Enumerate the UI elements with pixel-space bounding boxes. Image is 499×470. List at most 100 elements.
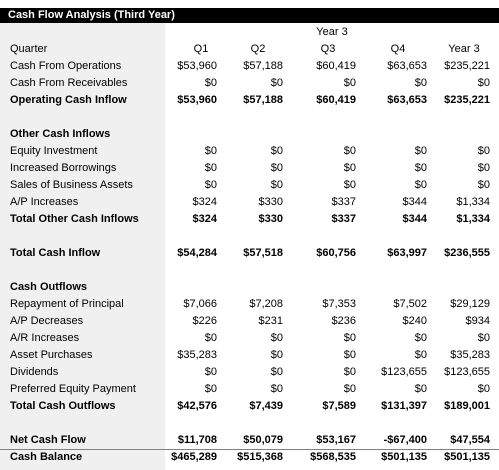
cell: $63,653	[387, 94, 427, 106]
cell: $0	[204, 332, 217, 344]
cell: $1,334	[456, 196, 490, 208]
table-row: A/P Decreases $226 $231 $236 $240 $934	[0, 313, 499, 330]
row-label: Increased Borrowings	[10, 162, 117, 174]
cell: $0	[270, 383, 283, 395]
cell: $7,208	[249, 298, 283, 310]
cell: $189,001	[444, 400, 490, 412]
cell: $0	[343, 332, 356, 344]
cell: $60,756	[316, 247, 356, 259]
row-label: Cash From Operations	[10, 60, 122, 72]
row-label: Repayment of Principal	[10, 298, 124, 310]
cell: $0	[477, 77, 490, 89]
row-label: Equity Investment	[10, 145, 98, 157]
cell: $63,997	[387, 247, 427, 259]
cell: $60,419	[316, 94, 356, 106]
cell: $57,188	[243, 94, 283, 106]
table-row: Total Cash Outflows $42,576 $7,439 $7,589 $1…	[0, 398, 499, 415]
cell: $0	[270, 162, 283, 174]
row-label: Cash Balance	[10, 451, 83, 463]
cell: $57,518	[243, 247, 283, 259]
cell: $0	[270, 145, 283, 157]
cell: $501,135	[444, 451, 490, 463]
table-row: Operating Cash Inflow $53,960 $57,188 $60,4…	[0, 92, 499, 109]
cell: $0	[477, 383, 490, 395]
row-label: Asset Purchases	[10, 349, 93, 361]
cell: $330	[258, 213, 283, 225]
cell: $0	[414, 332, 427, 344]
cell: $63,653	[387, 60, 427, 72]
separator-line	[0, 449, 499, 450]
table-row: Asset Purchases $35,283 $0 $0 $0 $35,283	[0, 347, 499, 364]
quarter-header-q3: Q3	[320, 43, 336, 55]
row-label: A/P Decreases	[10, 315, 84, 327]
cell: $123,655	[444, 366, 490, 378]
cell: $0	[414, 77, 427, 89]
table-row: Preferred Equity Payment $0 $0 $0 $0 $0	[0, 381, 499, 398]
cell: $231	[258, 315, 283, 327]
cell: $7,066	[183, 298, 217, 310]
cell: -$67,400	[383, 434, 427, 446]
cell: $50,079	[243, 434, 283, 446]
table-row: A/R Increases $0 $0 $0 $0 $0	[0, 330, 499, 347]
cell: $0	[414, 349, 427, 361]
table-row: Cash From Operations $53,960 $57,188 $60,41…	[0, 58, 499, 75]
cell: $0	[477, 162, 490, 174]
cell: $0	[270, 179, 283, 191]
cell: $515,368	[237, 451, 283, 463]
cell: $0	[343, 179, 356, 191]
cell: $235,221	[444, 94, 490, 106]
cell: $465,289	[171, 451, 217, 463]
cell: $344	[402, 213, 427, 225]
cell: $0	[204, 383, 217, 395]
cell: $0	[343, 349, 356, 361]
cell: $35,283	[177, 349, 217, 361]
table-row: Dividends $0 $0 $0 $123,655 $123,655	[0, 364, 499, 381]
cell: $0	[343, 77, 356, 89]
cell: $0	[477, 145, 490, 157]
row-label: Cash Outflows	[10, 281, 88, 293]
cell: $42,576	[177, 400, 217, 412]
row-label: Operating Cash Inflow	[10, 94, 127, 106]
cell: $11,708	[177, 434, 217, 446]
row-label: Dividends	[10, 366, 59, 378]
row-label: A/R Increases	[10, 332, 80, 344]
table-row: Total Cash Inflow $54,284 $57,518 $60,756 $6…	[0, 245, 499, 262]
table-row: Cash Outflows	[0, 279, 499, 296]
cell: $0	[477, 179, 490, 191]
table-row: A/P Increases $324 $330 $337 $344 $1,334	[0, 194, 499, 211]
quarter-header-q1: Q1	[193, 43, 209, 55]
cell: $0	[270, 366, 283, 378]
cell: $54,284	[177, 247, 217, 259]
cell: $0	[343, 145, 356, 157]
quarter-header-q2: Q2	[250, 43, 266, 55]
cell: $0	[204, 179, 217, 191]
cell: $7,589	[322, 400, 356, 412]
cell: $7,439	[249, 400, 283, 412]
cell: $0	[270, 77, 283, 89]
table-row: Increased Borrowings $0 $0 $0 $0 $0	[0, 160, 499, 177]
cell: $330	[258, 196, 283, 208]
row-label: Other Cash Inflows	[10, 128, 111, 140]
cell: $337	[331, 196, 356, 208]
cell: $0	[204, 145, 217, 157]
row-label: Net Cash Flow	[10, 434, 86, 446]
quarter-header-year: Year 3	[448, 43, 480, 55]
cell: $0	[477, 332, 490, 344]
cell: $0	[270, 349, 283, 361]
cell: $53,167	[316, 434, 356, 446]
cell: $0	[414, 179, 427, 191]
cell: $7,353	[322, 298, 356, 310]
cell: $240	[402, 315, 427, 327]
table-row: Cash Balance $465,289 $515,368 $568,535 $501…	[0, 449, 499, 466]
cell: $0	[343, 162, 356, 174]
quarter-header-q4: Q4	[390, 43, 406, 55]
cell: $0	[414, 383, 427, 395]
cell: $0	[343, 383, 356, 395]
cell: $57,188	[243, 60, 283, 72]
cell: $53,960	[177, 60, 217, 72]
cell: $236,555	[444, 247, 490, 259]
cell: $0	[204, 77, 217, 89]
quarter-header-label: Quarter	[10, 43, 48, 55]
cell: $131,397	[381, 400, 427, 412]
